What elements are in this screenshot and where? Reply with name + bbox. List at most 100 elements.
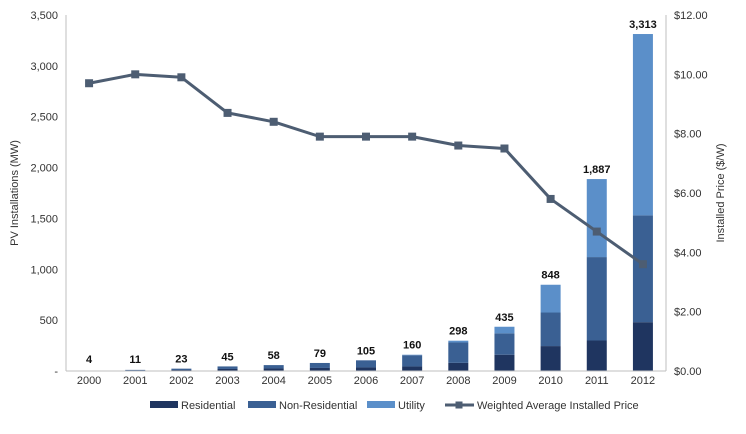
bar-segment-residential (632, 322, 653, 371)
bar-total-label: 105 (357, 345, 375, 357)
y2-tick-label: $8.00 (674, 129, 702, 141)
y2-tick-label: $12.00 (674, 10, 708, 22)
x-tick-label: 2011 (585, 375, 609, 387)
bar-segment-non-residential (309, 362, 330, 368)
x-tick-label: 2008 (446, 375, 470, 387)
x-tick-label: 2010 (538, 375, 562, 387)
bar-segment-residential (309, 367, 330, 371)
bar-segment-non-residential (494, 333, 515, 355)
x-tick-label: 2002 (169, 375, 193, 387)
bar-segment-residential (171, 369, 192, 371)
price-marker (546, 194, 555, 203)
legend-label-residential: Residential (181, 400, 235, 412)
bar-total-label: 4 (86, 354, 93, 366)
bar-segment-residential (494, 354, 515, 371)
bar-segment-utility (494, 326, 515, 334)
y-tick-label: 2,500 (30, 112, 58, 124)
stacked-bars (79, 34, 653, 372)
y-axis-label: PV Installations (MW) (9, 140, 21, 246)
y-tick-label: 2,000 (30, 163, 58, 175)
bar-segment-non-residential (356, 360, 376, 368)
bar-segment-utility (402, 354, 423, 356)
bar-segment-non-residential (263, 365, 284, 369)
bar-segment-residential (263, 368, 284, 371)
x-tick-label: 2005 (308, 375, 332, 387)
legend-label-non-residential: Non-Residential (279, 400, 357, 412)
legend-marker-price (455, 401, 463, 409)
x-tick-label: 2009 (492, 375, 516, 387)
bar-total-label: 23 (175, 354, 187, 366)
y-tick-label: 1,000 (30, 264, 58, 276)
x-tick-label: 2007 (400, 375, 424, 387)
price-line (88, 72, 644, 266)
price-marker (454, 141, 463, 150)
bar-segment-non-residential (125, 369, 146, 371)
y-tick-label: 3,500 (30, 10, 58, 22)
price-line-series (85, 70, 647, 269)
bar-total-label: 298 (449, 326, 467, 338)
bar-total-label: 58 (268, 350, 280, 362)
x-tick-label: 2001 (123, 375, 147, 387)
price-marker (315, 132, 324, 141)
y2-tick-label: $0.00 (674, 366, 702, 378)
bar-segment-non-residential (586, 257, 607, 341)
bar-segment-non-residential (448, 342, 469, 363)
price-marker (638, 260, 647, 269)
price-marker (269, 117, 278, 126)
x-tick-label: 2000 (77, 375, 101, 387)
y2-tick-label: $6.00 (674, 188, 702, 200)
legend-label-price: Weighted Average Installed Price (477, 400, 639, 412)
x-axis-ticks: 2000 2001 2002 2003 2004 2005 2006 2007 2008 2009… (77, 375, 655, 387)
bar-segment-non-residential (540, 312, 561, 347)
price-marker (500, 144, 509, 153)
y-tick-label: 1,500 (30, 213, 58, 225)
price-marker (131, 70, 140, 79)
bar-total-labels: 4 11 23 45 58 79 105 160 298 435 848 1,887 3,313 (86, 19, 657, 366)
bar-segment-utility (586, 179, 607, 258)
y2-axis-label: Installed Price ($/W) (715, 143, 727, 242)
price-marker (177, 73, 186, 82)
x-tick-label: 2012 (631, 375, 655, 387)
bar-segment-utility (448, 340, 469, 343)
bar-total-label: 45 (221, 351, 233, 363)
y-tick-label: 500 (40, 315, 58, 327)
price-marker (408, 132, 417, 141)
bar-total-label: 3,313 (629, 19, 657, 31)
left-axis-ticks: - 500 1,000 1,500 2,000 2,500 3,000 3,500 (30, 10, 58, 378)
right-axis-ticks: $0.00 $2.00 $4.00 $6.00 $8.00 $10.00 $12.00 (674, 10, 708, 378)
bar-segment-non-residential (632, 215, 653, 323)
y2-tick-label: $2.00 (674, 307, 702, 319)
price-marker (592, 227, 601, 236)
price-marker (223, 108, 232, 117)
bar-segment-residential (217, 368, 238, 371)
bar-total-label: 11 (129, 354, 141, 366)
bar-total-label: 160 (403, 340, 421, 352)
bar-segment-non-residential (217, 366, 238, 369)
y-tick-label: 3,000 (30, 61, 58, 73)
bar-segment-non-residential (171, 368, 192, 370)
x-tick-label: 2003 (215, 375, 239, 387)
bar-segment-non-residential (402, 355, 423, 367)
legend-swatch-residential (150, 401, 178, 408)
price-marker (85, 79, 94, 88)
legend-swatch-non-residential (248, 401, 276, 408)
bar-segment-residential (356, 367, 376, 371)
bar-segment-utility (540, 284, 561, 313)
x-tick-label: 2004 (261, 375, 285, 387)
y2-tick-label: $4.00 (674, 247, 702, 259)
legend-swatch-utility (367, 401, 395, 408)
bar-segment-residential (448, 362, 469, 371)
bar-total-label: 435 (495, 312, 513, 324)
y-tick-label: - (54, 366, 58, 378)
bar-segment-utility (632, 34, 653, 216)
bar-total-label: 848 (541, 270, 559, 282)
legend-label-utility: Utility (398, 400, 425, 412)
bar-segment-residential (586, 340, 607, 371)
bar-segment-residential (540, 346, 561, 371)
y2-tick-label: $10.00 (674, 69, 708, 81)
bar-total-label: 79 (314, 348, 326, 360)
legend: Residential Non-Residential Utility Weig… (150, 400, 639, 412)
bar-segment-residential (402, 366, 423, 371)
